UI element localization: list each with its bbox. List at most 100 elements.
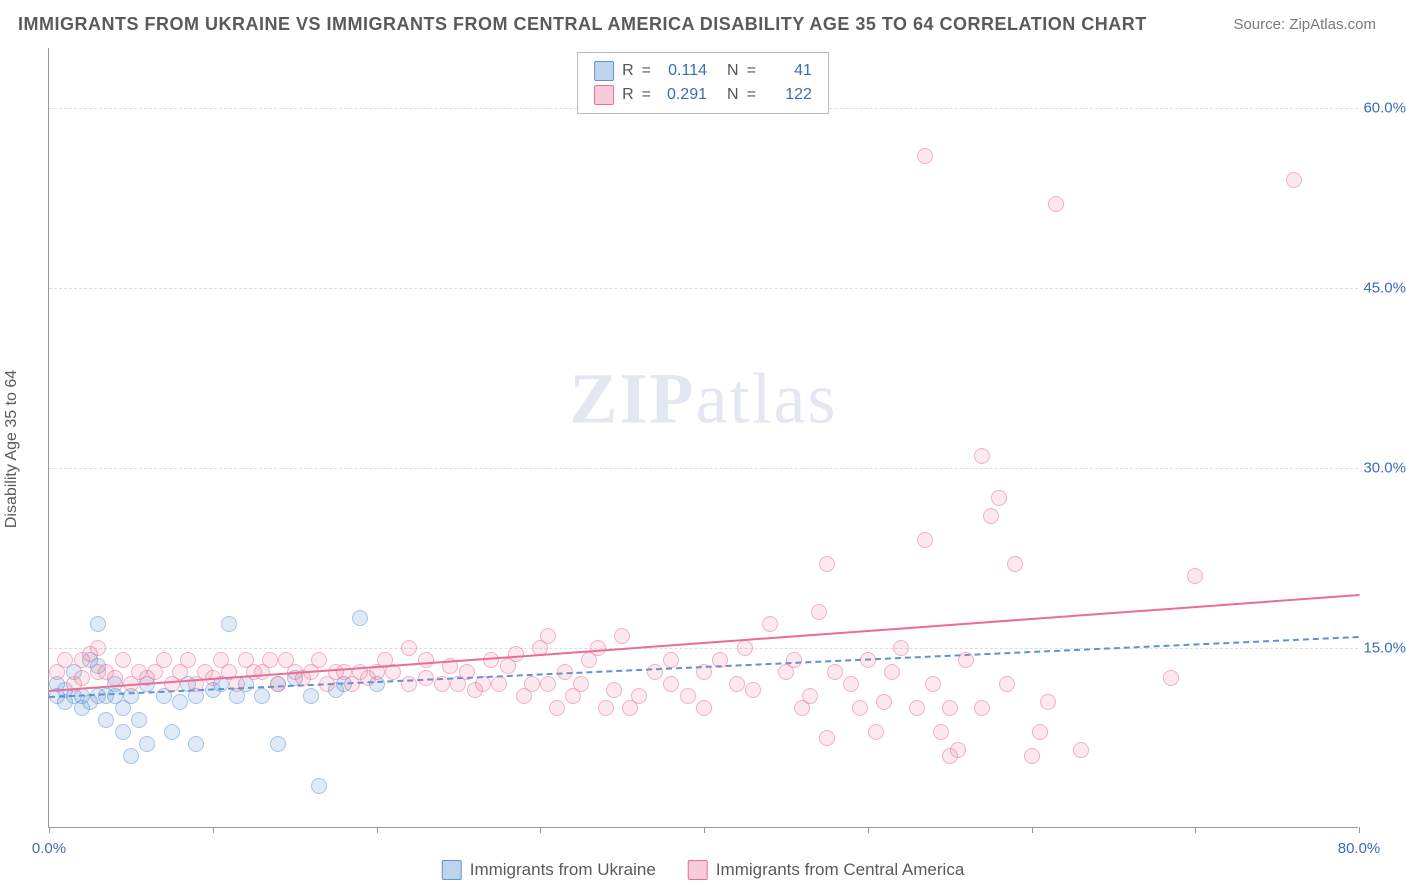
x-tick	[868, 827, 869, 833]
scatter-point	[508, 646, 524, 662]
scatter-point	[1007, 556, 1023, 572]
watermark-bold: ZIP	[570, 358, 696, 438]
bottom-legend-item: Immigrants from Ukraine	[442, 860, 656, 880]
scatter-point	[475, 676, 491, 692]
scatter-point	[311, 778, 327, 794]
scatter-point	[164, 724, 180, 740]
scatter-point	[172, 694, 188, 710]
stat-n-value: 122	[764, 86, 812, 104]
legend-swatch	[594, 85, 614, 105]
scatter-point	[876, 694, 892, 710]
scatter-point	[311, 652, 327, 668]
plot-area: ZIPatlas 15.0%30.0%45.0%60.0%0.0%80.0%	[48, 48, 1358, 828]
stat-r-value: 0.114	[659, 62, 707, 80]
scatter-point	[843, 676, 859, 692]
scatter-point	[139, 736, 155, 752]
scatter-point	[90, 616, 106, 632]
scatter-point	[819, 730, 835, 746]
scatter-point	[958, 652, 974, 668]
legend-stats-row: R=0.114N=41	[594, 59, 812, 83]
x-tick	[213, 827, 214, 833]
scatter-point	[974, 700, 990, 716]
scatter-point	[1187, 568, 1203, 584]
y-tick-label: 45.0%	[1360, 280, 1406, 297]
scatter-point	[819, 556, 835, 572]
scatter-point	[254, 688, 270, 704]
scatter-point	[131, 712, 147, 728]
scatter-point	[868, 724, 884, 740]
scatter-point	[917, 532, 933, 548]
scatter-point	[123, 748, 139, 764]
scatter-point	[418, 670, 434, 686]
scatter-point	[115, 724, 131, 740]
scatter-point	[491, 676, 507, 692]
scatter-point	[942, 700, 958, 716]
legend-swatch	[442, 860, 462, 880]
x-tick	[540, 827, 541, 833]
scatter-point	[696, 664, 712, 680]
y-tick-label: 60.0%	[1360, 100, 1406, 117]
scatter-point	[1073, 742, 1089, 758]
gridline	[49, 468, 1358, 469]
scatter-point	[827, 664, 843, 680]
x-tick	[377, 827, 378, 833]
legend-stats-row: R=0.291N=122	[594, 83, 812, 107]
x-tick-label: 0.0%	[32, 840, 66, 857]
chart-container: IMMIGRANTS FROM UKRAINE VS IMMIGRANTS FR…	[0, 0, 1406, 892]
scatter-point	[737, 640, 753, 656]
scatter-point	[540, 676, 556, 692]
scatter-point	[573, 676, 589, 692]
scatter-point	[107, 670, 123, 686]
scatter-point	[606, 682, 622, 698]
scatter-point	[745, 682, 761, 698]
y-tick-label: 15.0%	[1360, 640, 1406, 657]
source-attribution: Source: ZipAtlas.com	[1233, 16, 1376, 33]
stat-eq: =	[642, 62, 651, 80]
x-tick	[49, 827, 50, 833]
scatter-point	[434, 676, 450, 692]
scatter-point	[933, 724, 949, 740]
scatter-point	[696, 700, 712, 716]
scatter-point	[729, 676, 745, 692]
scatter-point	[188, 736, 204, 752]
scatter-point	[884, 664, 900, 680]
stat-eq: =	[747, 62, 756, 80]
scatter-point	[270, 736, 286, 752]
scatter-point	[156, 652, 172, 668]
scatter-point	[303, 688, 319, 704]
stat-eq: =	[642, 86, 651, 104]
stat-label-r: R	[622, 86, 634, 104]
x-tick	[1359, 827, 1360, 833]
gridline	[49, 288, 1358, 289]
scatter-point	[549, 700, 565, 716]
watermark: ZIPatlas	[570, 357, 838, 440]
legend-swatch	[594, 61, 614, 81]
bottom-legend: Immigrants from Ukraine Immigrants from C…	[442, 860, 965, 880]
scatter-point	[983, 508, 999, 524]
scatter-point	[925, 676, 941, 692]
scatter-point	[802, 688, 818, 704]
x-tick	[1032, 827, 1033, 833]
scatter-point	[459, 664, 475, 680]
scatter-point	[917, 148, 933, 164]
scatter-point	[631, 688, 647, 704]
bottom-legend-item: Immigrants from Central America	[688, 860, 964, 880]
stat-n-value: 41	[764, 62, 812, 80]
scatter-point	[590, 640, 606, 656]
x-tick	[704, 827, 705, 833]
scatter-point	[57, 652, 73, 668]
x-tick-label: 80.0%	[1338, 840, 1381, 857]
scatter-point	[115, 652, 131, 668]
stat-label-n: N	[727, 86, 739, 104]
legend-stats-box: R=0.114N=41R=0.291N=122	[577, 52, 829, 114]
scatter-point	[1024, 748, 1040, 764]
scatter-point	[90, 640, 106, 656]
scatter-point	[1040, 694, 1056, 710]
scatter-point	[852, 700, 868, 716]
scatter-point	[974, 448, 990, 464]
chart-title: IMMIGRANTS FROM UKRAINE VS IMMIGRANTS FR…	[18, 14, 1147, 35]
y-tick-label: 30.0%	[1360, 460, 1406, 477]
scatter-point	[418, 652, 434, 668]
legend-series-label: Immigrants from Ukraine	[470, 860, 656, 880]
scatter-point	[950, 742, 966, 758]
